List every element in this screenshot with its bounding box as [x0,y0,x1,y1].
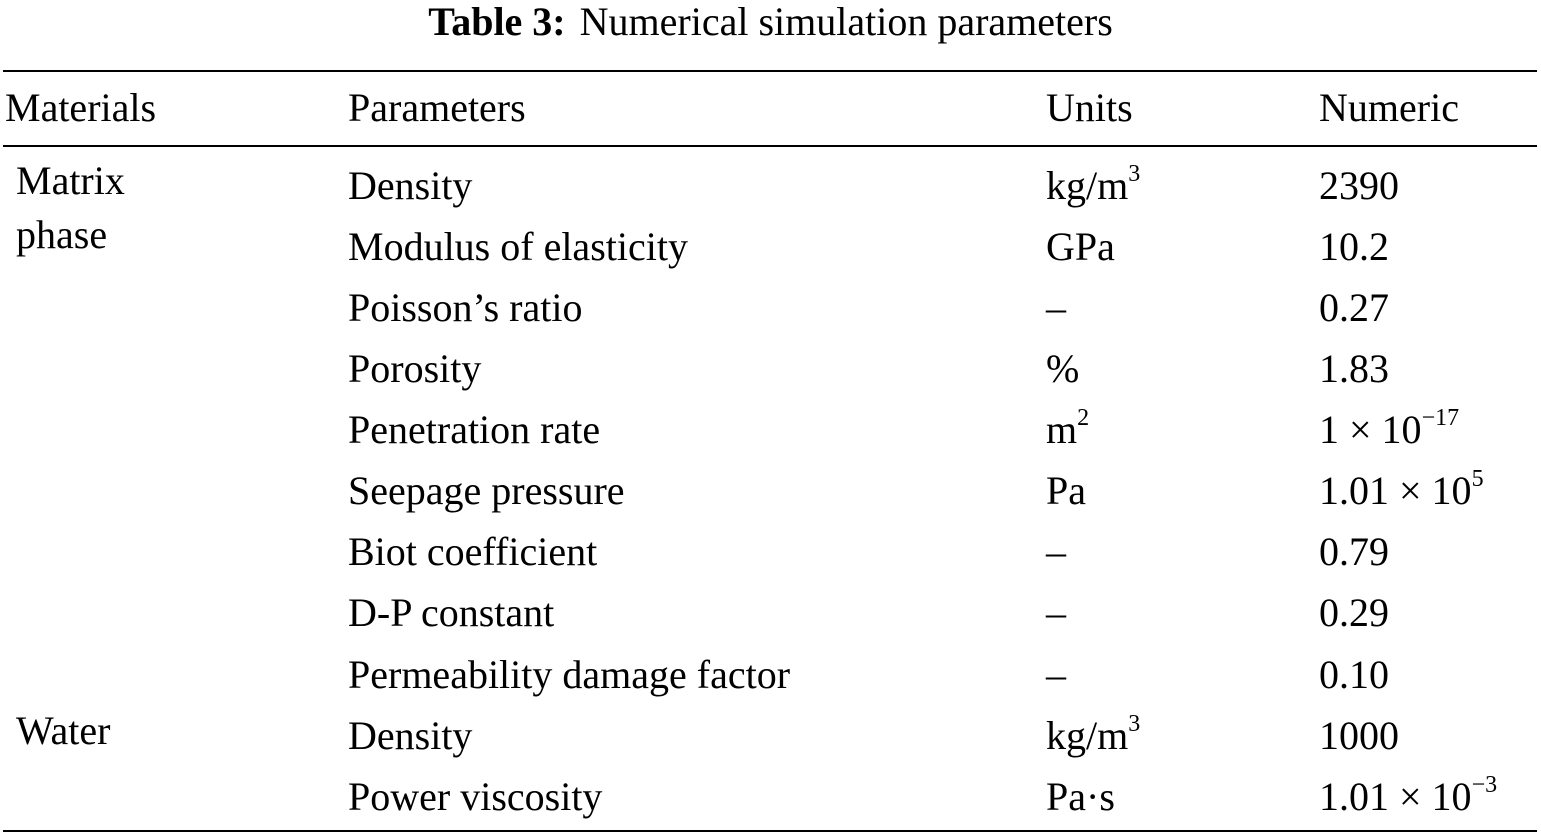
parameter-cell: Density [348,163,473,208]
unit-cell: Pa [1046,468,1086,513]
numeric-cell: 0.10 [1319,652,1389,697]
parameter-cell: Poisson’s ratio [348,285,583,330]
numeric-cell: 1 × 10−17 [1319,404,1460,452]
numeric-cell: 0.29 [1319,590,1389,635]
numeric-cell: 1.83 [1319,346,1389,391]
numeric-cell: 1000 [1319,713,1399,758]
parameter-cell: Density [348,713,473,758]
header-units: Units [1046,85,1133,130]
material-label-water: Water [16,708,111,753]
header-parameters: Parameters [348,85,526,130]
unit-cell: GPa [1046,224,1115,269]
unit-cell: – [1046,529,1066,574]
table-caption-text: Numerical simulation parameters [579,0,1113,44]
unit-cell: kg/m3 [1046,710,1141,758]
unit-cell: Pa·s [1046,774,1115,819]
parameter-cell: Biot coefficient [348,529,598,574]
parameter-cell: Porosity [348,346,482,391]
parameter-cell: Penetration rate [348,407,601,452]
numeric-cell: 1.01 × 105 [1319,465,1484,513]
table-header-rule [3,145,1537,147]
numeric-cell: 0.27 [1319,285,1389,330]
parameter-cell: D-P constant [348,590,555,635]
unit-cell: – [1046,285,1066,330]
table-top-rule [3,70,1537,72]
numeric-cell: 10.2 [1319,224,1389,269]
header-materials: Materials [5,85,157,130]
unit-cell: – [1046,652,1066,697]
table-bottom-rule [3,830,1537,832]
unit-cell: kg/m3 [1046,160,1141,208]
parameter-cell: Seepage pressure [348,468,625,513]
numeric-cell: 2390 [1319,163,1399,208]
numeric-cell: 1.01 × 10−3 [1319,771,1498,819]
unit-cell: % [1046,346,1080,391]
numeric-cell: 0.79 [1319,529,1389,574]
table-caption: Table 3: Numerical simulation parameters [0,0,1541,44]
unit-cell: – [1046,590,1066,635]
parameter-cell: Power viscosity [348,774,603,819]
table-caption-label: Table 3: [428,0,566,44]
material-label-matrix-phase: Matrix phase [16,158,125,257]
unit-cell: m2 [1046,404,1090,452]
parameter-cell: Modulus of elasticity [348,224,688,269]
header-numeric: Numeric [1319,85,1459,130]
parameter-cell: Permeability damage factor [348,652,791,697]
